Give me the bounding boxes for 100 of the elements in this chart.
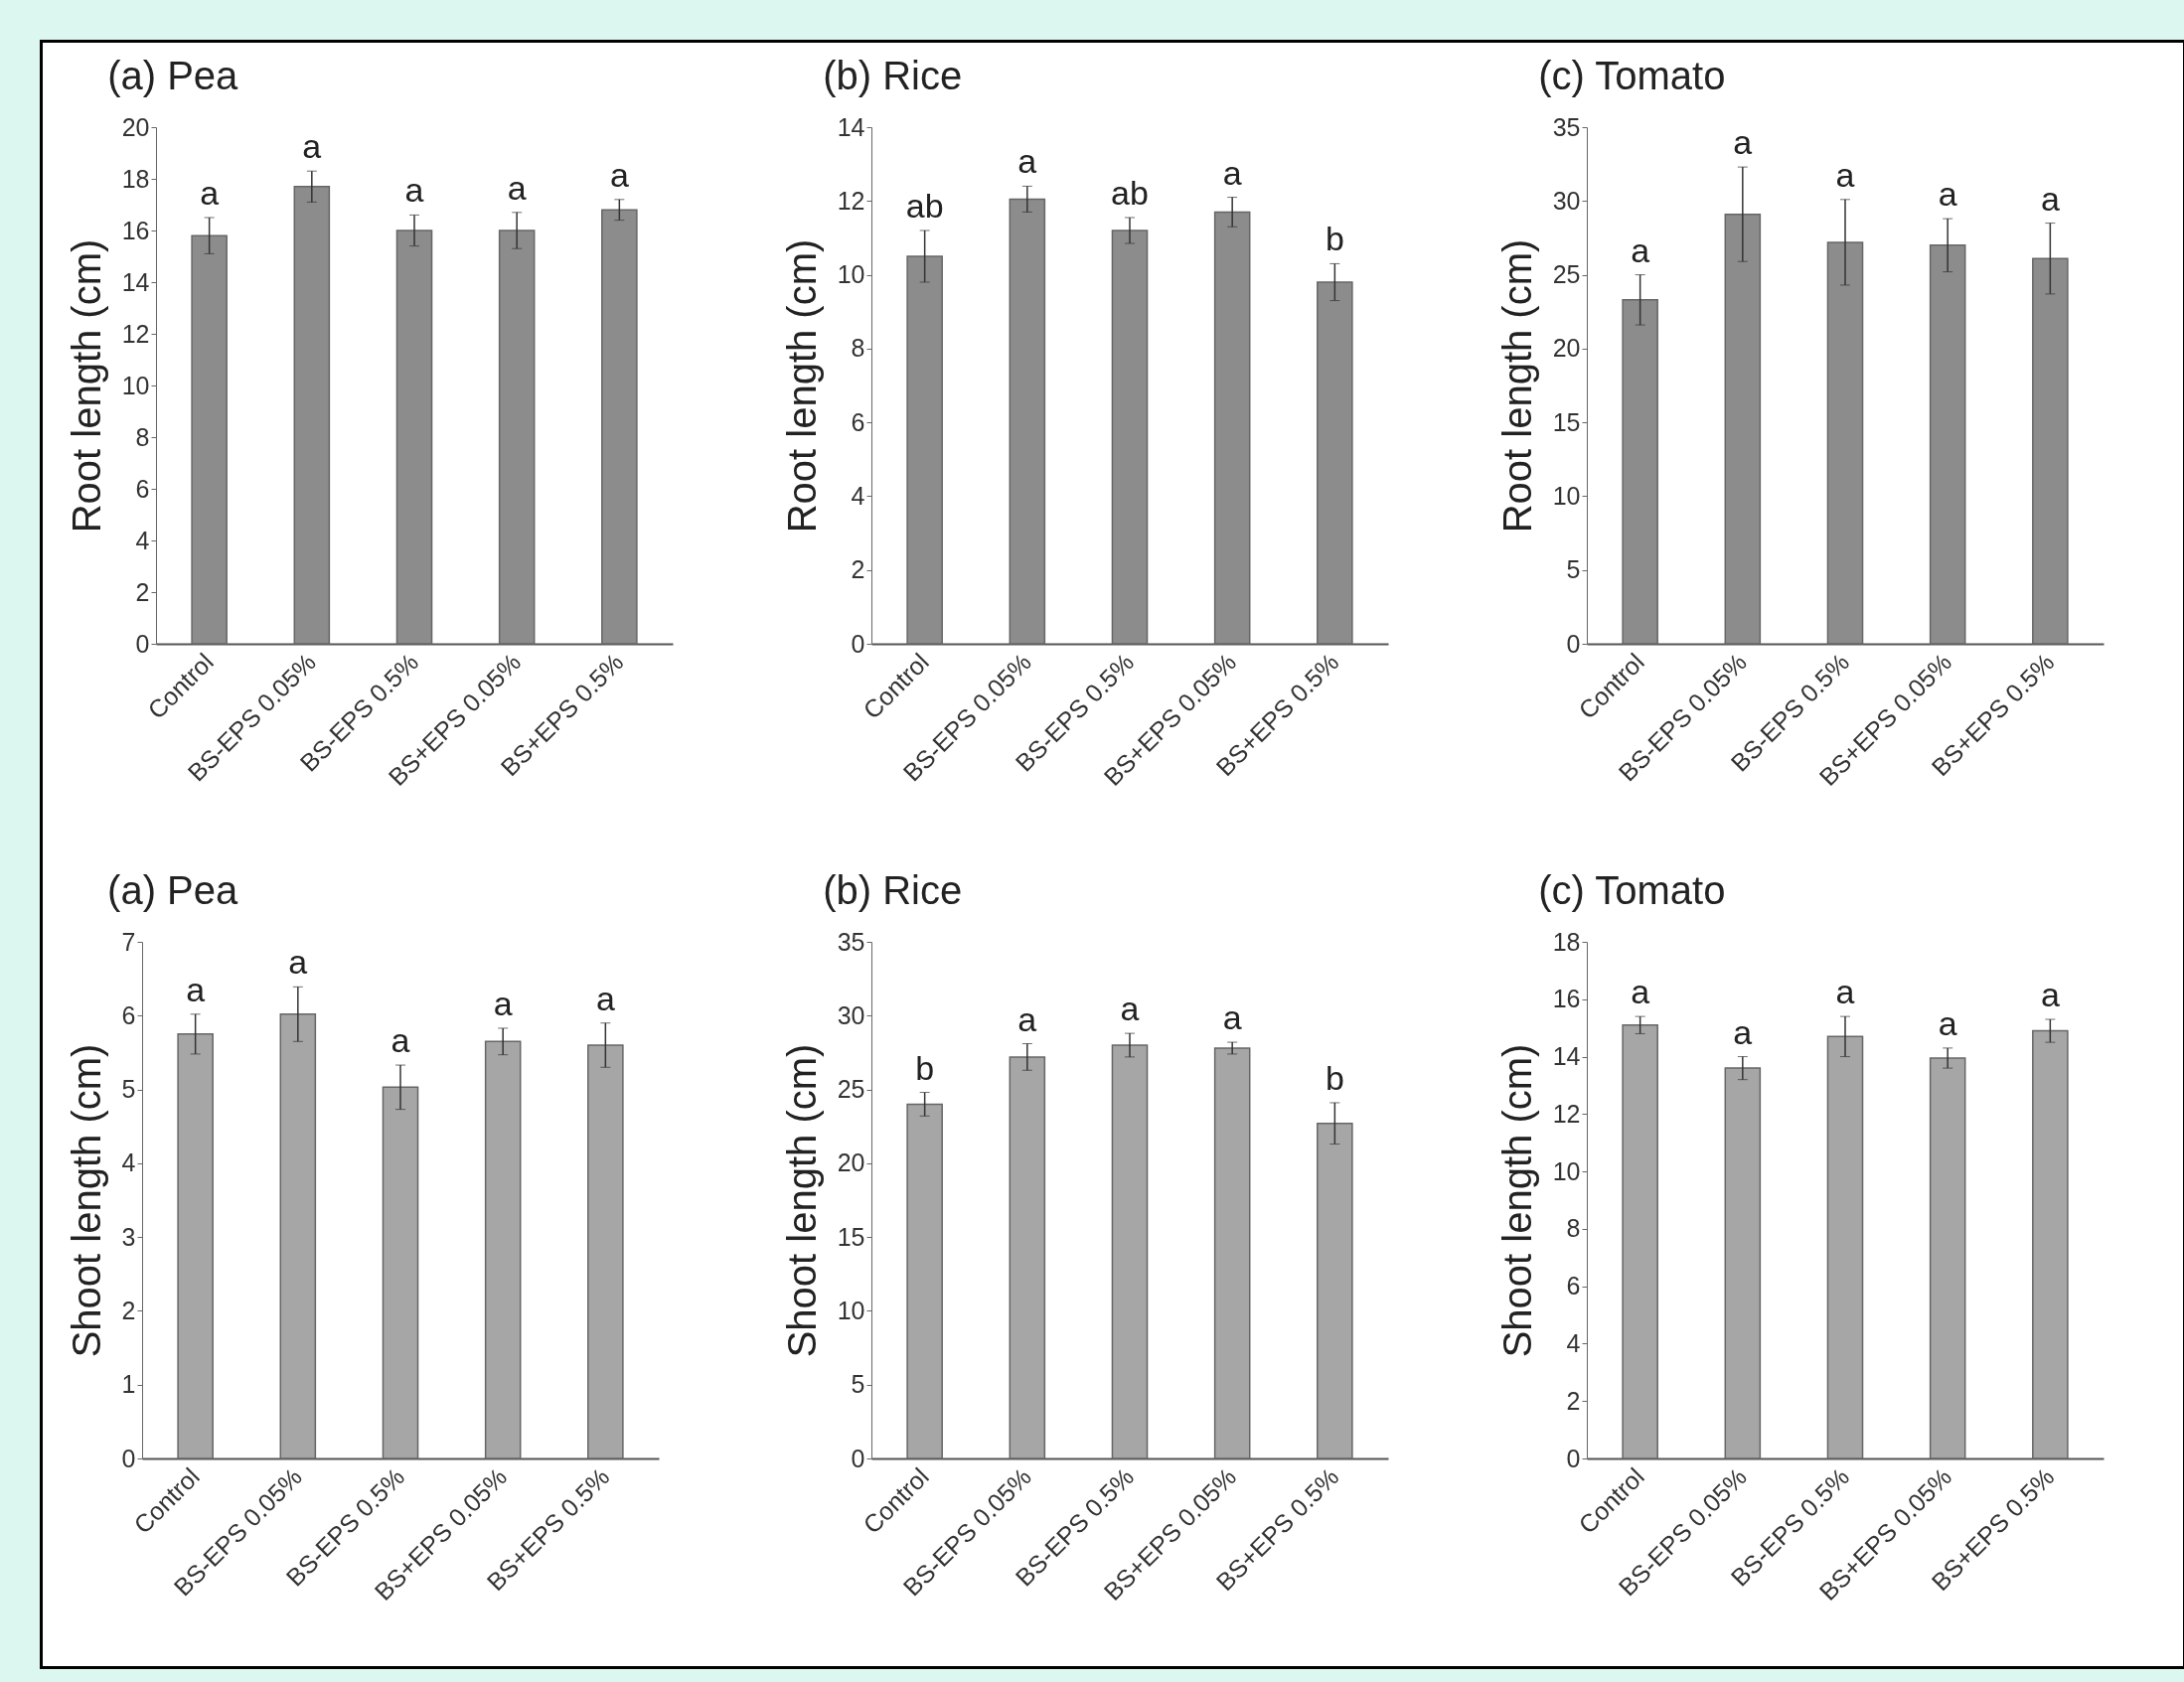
bar — [1929, 1057, 1966, 1459]
y-axis-title: Root length (cm) — [64, 238, 108, 534]
y-axis-title: Shoot length (cm) — [1494, 1043, 1539, 1358]
annotation: a — [2040, 179, 2060, 218]
y-tick-label: 14 — [1552, 1042, 1581, 1071]
annotation: a — [507, 168, 527, 207]
y-tick-label: 8 — [135, 422, 150, 451]
y-tick-label: 1 — [121, 1370, 136, 1399]
y-tick-label: 10 — [121, 371, 150, 399]
y-tick-label: 35 — [1552, 112, 1581, 141]
annotation: a — [595, 979, 615, 1017]
y-tick-label: 6 — [851, 407, 865, 436]
y-tick-label: 4 — [1566, 1328, 1581, 1357]
annotation: b — [1325, 1058, 1344, 1097]
bar — [1111, 229, 1149, 645]
y-axis-title: Root length (cm) — [1494, 238, 1539, 534]
bar — [498, 229, 536, 645]
bar — [2032, 257, 2069, 645]
annotation: a — [1835, 155, 1855, 194]
y-tick-label: 0 — [851, 1444, 865, 1472]
y-tick-label: 6 — [1566, 1272, 1581, 1300]
bar — [1724, 213, 1762, 645]
annotation: a — [390, 1021, 410, 1060]
y-tick-label: 5 — [1566, 555, 1581, 584]
bar — [906, 1103, 943, 1459]
y-tick-label: 20 — [1552, 334, 1581, 363]
bar — [1213, 211, 1251, 645]
y-tick-label: 10 — [837, 1296, 865, 1324]
chart-title: (b) Rice — [823, 868, 963, 912]
chart-title: (c) Tomato — [1538, 54, 1726, 97]
bar — [1622, 1024, 1658, 1459]
chart-title: (c) Tomato — [1538, 868, 1726, 912]
annotation: a — [1631, 973, 1650, 1011]
annotation: a — [288, 943, 308, 982]
annotation: a — [1835, 973, 1855, 1011]
y-tick-label: 2 — [1566, 1386, 1581, 1415]
y-tick-label: 25 — [837, 1075, 865, 1104]
y-tick-label: 10 — [1552, 1156, 1581, 1185]
annotation: a — [1120, 990, 1140, 1028]
y-tick-label: 12 — [1552, 1099, 1581, 1128]
y-tick-label: 2 — [135, 577, 150, 606]
y-tick-label: 0 — [1566, 629, 1581, 658]
y-tick-label: 6 — [135, 474, 150, 503]
annotation: a — [1017, 142, 1037, 181]
y-tick-label: 16 — [1552, 985, 1581, 1013]
annotation: a — [1733, 123, 1753, 162]
annotation: a — [1222, 998, 1242, 1037]
y-tick-label: 7 — [121, 927, 136, 956]
y-axis-title: Root length (cm) — [779, 238, 824, 534]
annotation: a — [609, 155, 629, 194]
annotation: a — [200, 174, 220, 212]
chart-title: (b) Rice — [823, 54, 963, 97]
y-tick-label: 4 — [135, 526, 150, 554]
y-tick-label: 10 — [837, 260, 865, 289]
y-tick-label: 30 — [837, 1000, 865, 1029]
y-tick-label: 4 — [851, 481, 865, 510]
bar — [1724, 1067, 1762, 1459]
y-tick-label: 10 — [1552, 481, 1581, 510]
annotation: a — [1631, 230, 1650, 269]
annotation: a — [2040, 976, 2060, 1013]
bar — [382, 1086, 419, 1459]
annotation: ab — [1111, 174, 1149, 212]
y-tick-label: 0 — [1566, 1444, 1581, 1472]
y-tick-label: 4 — [121, 1148, 136, 1177]
bar — [177, 1033, 214, 1459]
y-tick-label: 8 — [1566, 1214, 1581, 1243]
bar — [1213, 1047, 1251, 1459]
y-tick-label: 2 — [121, 1296, 136, 1324]
bar — [395, 229, 433, 645]
bar — [1111, 1044, 1149, 1459]
y-tick-label: 15 — [837, 1222, 865, 1251]
y-tick-label: 18 — [121, 164, 150, 193]
bar — [293, 186, 331, 645]
y-tick-label: 20 — [837, 1148, 865, 1177]
y-tick-label: 18 — [1552, 927, 1581, 956]
annotation: b — [1325, 220, 1344, 258]
annotation: a — [493, 984, 513, 1022]
y-tick-label: 25 — [1552, 260, 1581, 289]
y-tick-label: 35 — [837, 927, 865, 956]
y-tick-label: 0 — [851, 629, 865, 658]
y-tick-label: 14 — [837, 112, 865, 141]
bar — [1009, 1056, 1046, 1459]
bar — [601, 209, 638, 645]
bar — [2032, 1029, 2069, 1459]
chart-title: (a) Pea — [107, 54, 239, 97]
y-tick-label: 0 — [135, 629, 150, 658]
bar — [1826, 1035, 1864, 1459]
bar — [484, 1040, 522, 1459]
y-tick-label: 16 — [121, 216, 150, 244]
bar — [1317, 1122, 1353, 1459]
bar — [1317, 281, 1353, 645]
y-tick-label: 15 — [1552, 407, 1581, 436]
bar — [1009, 198, 1046, 645]
bar — [1929, 244, 1966, 645]
annotation: a — [404, 171, 424, 210]
y-tick-label: 8 — [851, 334, 865, 363]
chart-title: (a) Pea — [107, 868, 239, 912]
annotation: a — [1222, 153, 1242, 192]
annotation: a — [186, 970, 206, 1008]
bar — [906, 255, 943, 645]
